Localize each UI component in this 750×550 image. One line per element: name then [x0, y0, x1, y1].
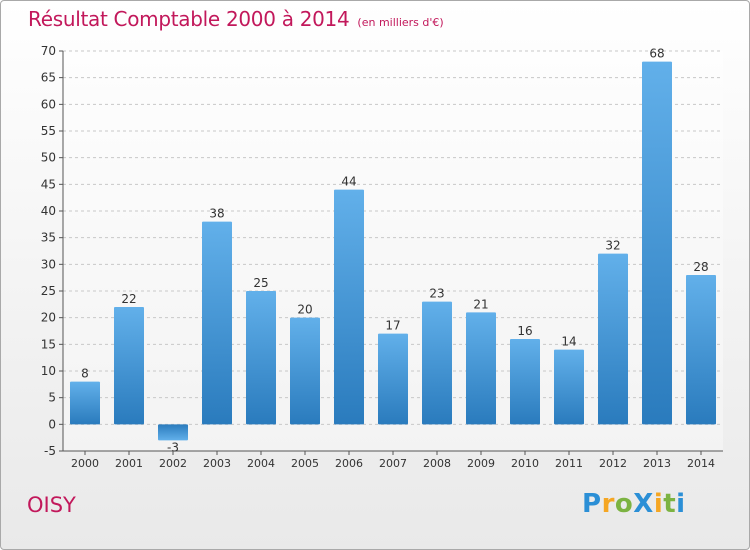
bar: [466, 312, 496, 425]
data-label: 20: [297, 303, 312, 317]
data-label: 32: [605, 239, 620, 253]
x-tick-label: 2000: [71, 457, 99, 470]
bar: [290, 317, 320, 425]
bar: [158, 424, 188, 441]
x-tick-label: 2011: [555, 457, 583, 470]
bar: [378, 333, 408, 425]
logo-letter: i: [676, 489, 686, 519]
chart-title: Résultat Comptable 2000 à 2014 (en millie…: [28, 7, 444, 31]
data-label: 17: [385, 319, 400, 333]
x-tick-label: 2013: [643, 457, 671, 470]
bar: [510, 339, 540, 425]
town-name: OISY: [27, 493, 76, 517]
bar: [334, 189, 364, 425]
y-tick-label: 55: [41, 124, 56, 138]
bar: [202, 221, 232, 425]
x-tick-label: 2010: [511, 457, 539, 470]
y-tick-label: 0: [48, 417, 56, 431]
x-tick-label: 2008: [423, 457, 451, 470]
y-tick-label: 20: [41, 311, 56, 325]
y-tick-label: -5: [44, 444, 56, 458]
y-tick-label: 15: [41, 337, 56, 351]
y-tick-label: 35: [41, 231, 56, 245]
data-label: 16: [517, 324, 532, 338]
bar: [686, 275, 716, 425]
data-label: 68: [649, 47, 664, 61]
x-tick-label: 2001: [115, 457, 143, 470]
proxiti-logo: ProXiti: [582, 489, 686, 519]
data-label: -3: [167, 440, 179, 454]
logo-letter: X: [633, 489, 654, 519]
y-tick-label: 25: [41, 284, 56, 298]
y-tick-label: 40: [41, 204, 56, 218]
x-tick-label: 2003: [203, 457, 231, 470]
logo-letter: o: [614, 489, 634, 519]
bar: [598, 253, 628, 425]
y-tick-label: 60: [41, 97, 56, 111]
data-label: 25: [253, 276, 268, 290]
x-tick-label: 2002: [159, 457, 187, 470]
logo-letter: P: [582, 489, 602, 519]
data-label: 38: [209, 207, 224, 221]
bar: [114, 307, 144, 425]
data-label: 14: [561, 335, 576, 349]
data-label: 44: [341, 175, 356, 189]
x-tick-label: 2007: [379, 457, 407, 470]
y-tick-label: 45: [41, 177, 56, 191]
x-tick-label: 2009: [467, 457, 495, 470]
y-tick-label: 50: [41, 151, 56, 165]
x-tick-label: 2005: [291, 457, 319, 470]
logo-letter: t: [663, 489, 677, 519]
bar: [70, 381, 100, 425]
y-tick-label: 5: [48, 391, 56, 405]
bar: [642, 61, 672, 425]
y-tick-label: 65: [41, 71, 56, 85]
data-label: 22: [121, 292, 136, 306]
y-tick-label: 70: [41, 44, 56, 58]
bar: [246, 291, 276, 425]
logo-letter: i: [653, 489, 664, 519]
x-tick-label: 2014: [687, 457, 715, 470]
y-tick-label: 30: [41, 257, 56, 271]
bar: [554, 349, 584, 425]
data-label: 21: [473, 297, 488, 311]
x-tick-label: 2004: [247, 457, 275, 470]
y-tick-label: 10: [41, 364, 56, 378]
data-label: 23: [429, 287, 444, 301]
data-label: 8: [81, 367, 89, 381]
chart-title-main: Résultat Comptable 2000 à 2014: [28, 7, 350, 31]
x-tick-label: 2012: [599, 457, 627, 470]
data-label: 28: [693, 260, 708, 274]
chart-title-unit: (en milliers d'€): [357, 16, 444, 29]
x-tick-label: 2006: [335, 457, 363, 470]
bar: [422, 301, 452, 425]
logo-letter: r: [601, 489, 615, 519]
